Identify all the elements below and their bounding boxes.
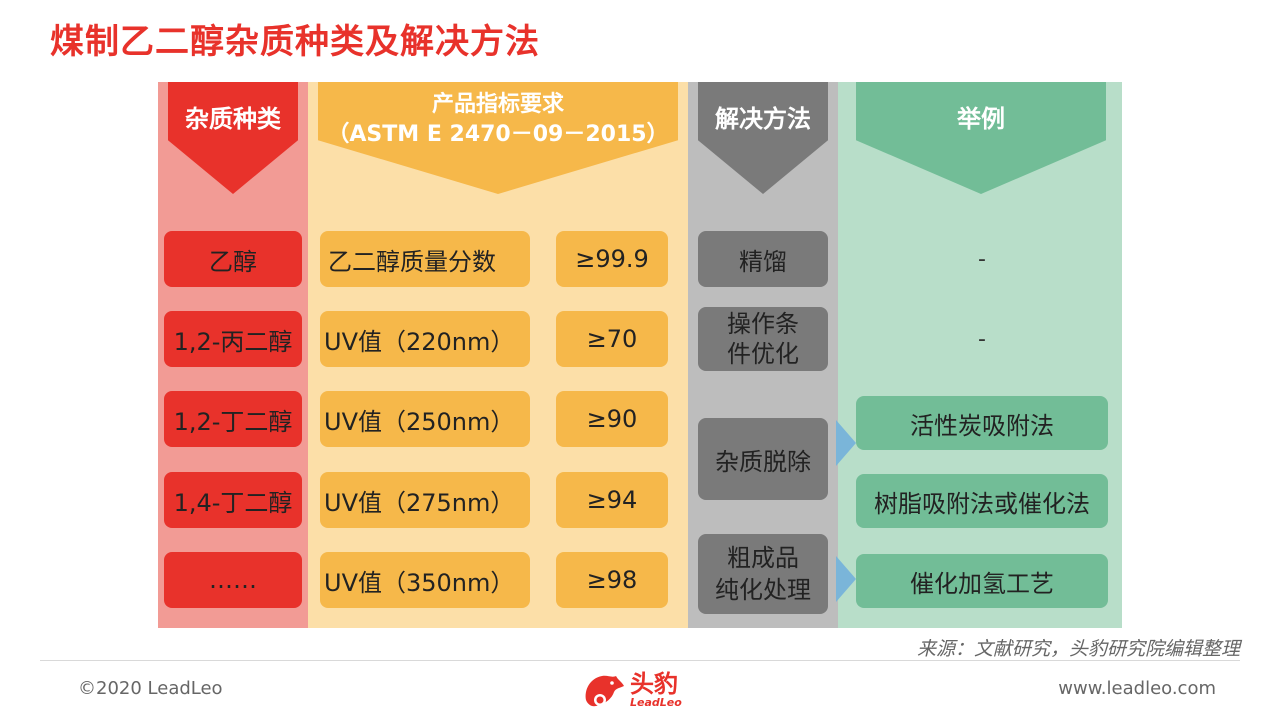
method-line: 操作条 bbox=[727, 310, 799, 338]
value-cell: ≥99.9 bbox=[556, 231, 668, 287]
page-title: 煤制乙二醇杂质种类及解决方法 bbox=[50, 22, 540, 62]
example-cell: 活性炭吸附法 bbox=[856, 396, 1108, 450]
header-impurity-label: 杂质种类 bbox=[185, 105, 281, 133]
website-link[interactable]: www.leadleo.com bbox=[1058, 678, 1216, 699]
indicator-cell: 乙二醇质量分数 bbox=[320, 231, 530, 287]
method-cell: 杂质脱除 bbox=[698, 418, 828, 500]
header-spec-line1: 产品指标要求 bbox=[431, 92, 564, 117]
indicator-cell: UV值（275nm） bbox=[320, 472, 530, 528]
impurity-cell: …… bbox=[164, 552, 302, 608]
footer-divider bbox=[40, 660, 1240, 661]
method-cell: 操作条 件优化 bbox=[698, 307, 828, 371]
indicator-cell: UV值（250nm） bbox=[320, 391, 530, 447]
indicator-cell: UV值（350nm） bbox=[320, 552, 530, 608]
header-example-label: 举例 bbox=[957, 105, 1005, 133]
header-method-label: 解决方法 bbox=[715, 105, 811, 133]
source-note: 来源：文献研究，头豹研究院编辑整理 bbox=[916, 638, 1240, 660]
value-cell: ≥90 bbox=[556, 391, 668, 447]
example-cell: - bbox=[978, 326, 986, 352]
indicator-cell: UV值（220nm） bbox=[320, 311, 530, 367]
header-spec-line2: （ASTM E 2470－09－2015） bbox=[327, 122, 669, 147]
value-cell: ≥94 bbox=[556, 472, 668, 528]
example-cell: 树脂吸附法或催化法 bbox=[856, 474, 1108, 528]
value-cell: ≥98 bbox=[556, 552, 668, 608]
value-cell: ≥70 bbox=[556, 311, 668, 367]
impurity-cell: 1,4-丁二醇 bbox=[164, 472, 302, 528]
method-line: 粗成品 bbox=[727, 544, 799, 572]
method-line: 纯化处理 bbox=[715, 576, 811, 604]
example-cell: 催化加氢工艺 bbox=[856, 554, 1108, 608]
impurity-cell: 1,2-丙二醇 bbox=[164, 311, 302, 367]
method-line: 件优化 bbox=[727, 340, 799, 368]
method-cell: 精馏 bbox=[698, 231, 828, 287]
logo-text-cn: 头豹 bbox=[630, 670, 678, 698]
impurity-cell: 1,2-丁二醇 bbox=[164, 391, 302, 447]
copyright: ©2020 LeadLeo bbox=[78, 678, 223, 699]
header-method: 解决方法 bbox=[698, 82, 828, 194]
leopard-logo-icon bbox=[585, 675, 624, 707]
impurity-cell: 乙醇 bbox=[164, 231, 302, 287]
example-cell: - bbox=[978, 246, 986, 272]
leadleo-logo: 头豹 LeadLeo bbox=[582, 666, 712, 714]
logo-text-en: LeadLeo bbox=[630, 696, 682, 709]
method-cell: 粗成品 纯化处理 bbox=[698, 534, 828, 614]
